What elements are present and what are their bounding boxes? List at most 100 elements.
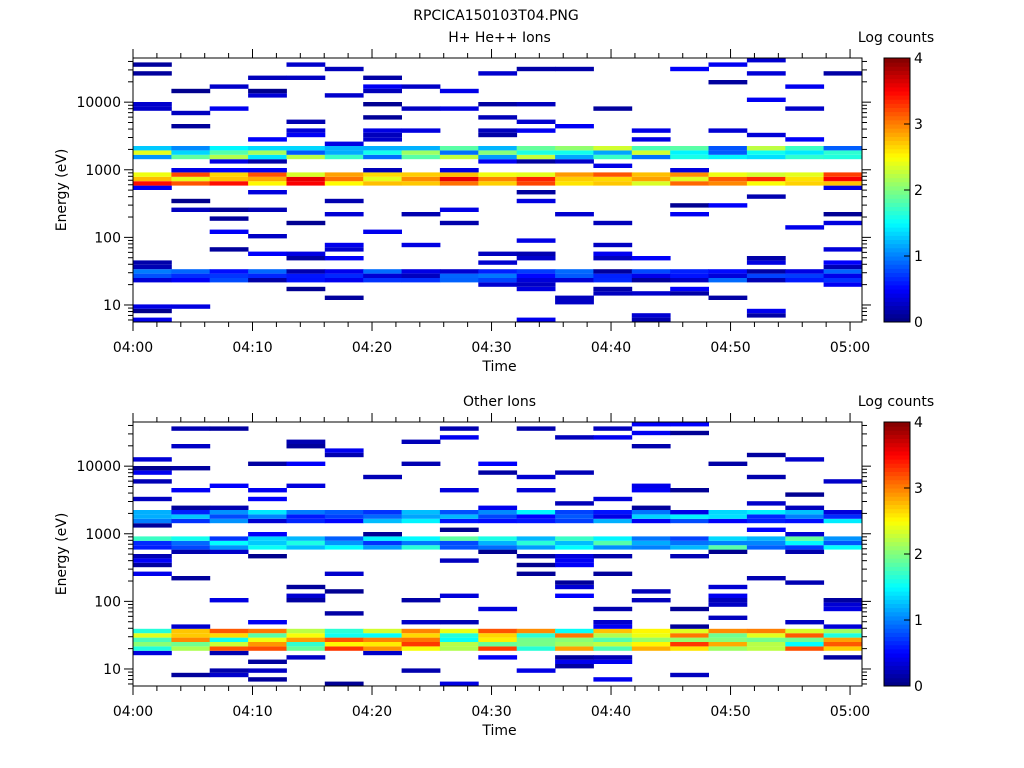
heatmap-cell <box>324 146 364 151</box>
colorbar-step <box>884 107 910 113</box>
heatmap-cell <box>785 620 825 625</box>
colorbar-tick-label: 0 <box>914 679 923 695</box>
x-tick-label: 04:10 <box>232 704 272 720</box>
heatmap-cell <box>324 141 364 146</box>
heatmap-cell <box>823 633 863 638</box>
heatmap-cell <box>516 154 556 160</box>
heatmap-cell <box>209 207 249 212</box>
y-tick-label: 10 <box>103 662 121 678</box>
heatmap-cell <box>363 518 402 524</box>
x-tick-label: 04:50 <box>710 340 750 356</box>
x-axis-label: Time <box>481 359 516 375</box>
heatmap-cell <box>286 540 326 546</box>
x-tick-label: 05:00 <box>830 340 870 356</box>
y-axis-label: Energy (eV) <box>54 513 70 596</box>
heatmap-cell <box>516 269 556 274</box>
colorbar-step <box>884 284 910 290</box>
heatmap-cell <box>171 576 211 581</box>
heatmap-cell <box>708 637 748 642</box>
heatmap-cell <box>363 75 402 80</box>
heatmap-cell <box>286 286 326 292</box>
heatmap-cell <box>171 273 211 278</box>
colorbar-step <box>884 545 910 551</box>
heatmap-cell <box>670 203 709 208</box>
heatmap-cell <box>171 154 211 160</box>
heatmap-cell <box>401 646 441 651</box>
heatmap-cell <box>670 278 709 283</box>
heatmap-cell <box>324 611 364 616</box>
heatmap-cell <box>324 242 364 248</box>
heatmap-cell <box>401 642 441 647</box>
heatmap-cell <box>324 198 364 204</box>
heatmap-cell <box>478 655 518 660</box>
colorbar-step <box>884 256 910 261</box>
heatmap-cell <box>516 642 556 647</box>
colorbar-step <box>884 132 910 137</box>
heatmap-cell <box>631 545 671 550</box>
heatmap-cell <box>823 536 863 541</box>
heatmap-cell <box>248 176 287 182</box>
heatmap-cell <box>785 628 825 634</box>
heatmap-cell <box>555 176 594 182</box>
colorbar-step <box>884 70 910 76</box>
heatmap-cell <box>401 637 441 642</box>
heatmap-cell <box>516 545 556 550</box>
heatmap-cell <box>401 668 441 673</box>
heatmap-cell <box>555 545 594 550</box>
colorbar-step <box>884 144 910 150</box>
colorbar-step <box>884 119 910 125</box>
heatmap-cell <box>209 106 249 111</box>
heatmap-cell <box>324 172 364 177</box>
heatmap-cell <box>324 269 364 274</box>
heatmap-cell <box>248 181 287 186</box>
heatmap-cell <box>171 110 211 116</box>
colorbar-step <box>884 218 910 224</box>
heatmap-cell <box>248 190 287 195</box>
heatmap-cell <box>555 554 594 559</box>
heatmap-cell <box>171 181 211 186</box>
heatmap-cell <box>708 628 748 634</box>
heatmap-cell <box>401 242 441 248</box>
colorbar-step <box>884 611 910 617</box>
heatmap-cell <box>171 146 211 151</box>
y-tick-label: 100 <box>94 230 121 246</box>
heatmap-cell <box>670 642 709 647</box>
heatmap-cell <box>746 150 786 155</box>
heatmap-cell <box>708 633 748 638</box>
heatmap-cell <box>209 150 249 155</box>
heatmap-cell <box>631 146 671 151</box>
heatmap-cell <box>631 642 671 647</box>
heatmap-cell <box>823 273 863 278</box>
heatmap-cell <box>593 571 633 576</box>
heatmap-cell <box>631 430 671 436</box>
heatmap-cell <box>631 536 671 541</box>
heatmap-cell <box>670 422 709 427</box>
heatmap-cell <box>670 518 709 524</box>
heatmap-cell <box>286 150 326 155</box>
heatmap-cell <box>823 624 863 629</box>
heatmap-cell <box>363 229 402 234</box>
heatmap-cell <box>171 304 211 309</box>
heatmap-cell <box>286 269 326 274</box>
heatmap-cell <box>708 273 748 278</box>
heatmap-cell <box>133 62 172 67</box>
heatmap-cell <box>746 181 786 186</box>
heatmap-cell <box>401 518 441 524</box>
heatmap-cell <box>785 278 825 283</box>
heatmap-cell <box>324 646 364 651</box>
heatmap-cell <box>171 637 211 642</box>
heatmap-cell <box>746 501 786 506</box>
heatmap-cell <box>439 488 479 493</box>
heatmap-cell <box>209 642 249 647</box>
heatmap-cell <box>171 540 211 546</box>
heatmap-cell <box>593 154 633 160</box>
heatmap-cell <box>209 172 249 177</box>
colorbar-step <box>884 177 910 183</box>
heatmap-cell <box>708 615 748 620</box>
colorbar-step <box>884 582 910 588</box>
heatmap-cell <box>439 527 479 532</box>
heatmap-cell <box>248 93 287 98</box>
heatmap-cell <box>516 317 556 322</box>
heatmap-cell <box>631 291 671 296</box>
